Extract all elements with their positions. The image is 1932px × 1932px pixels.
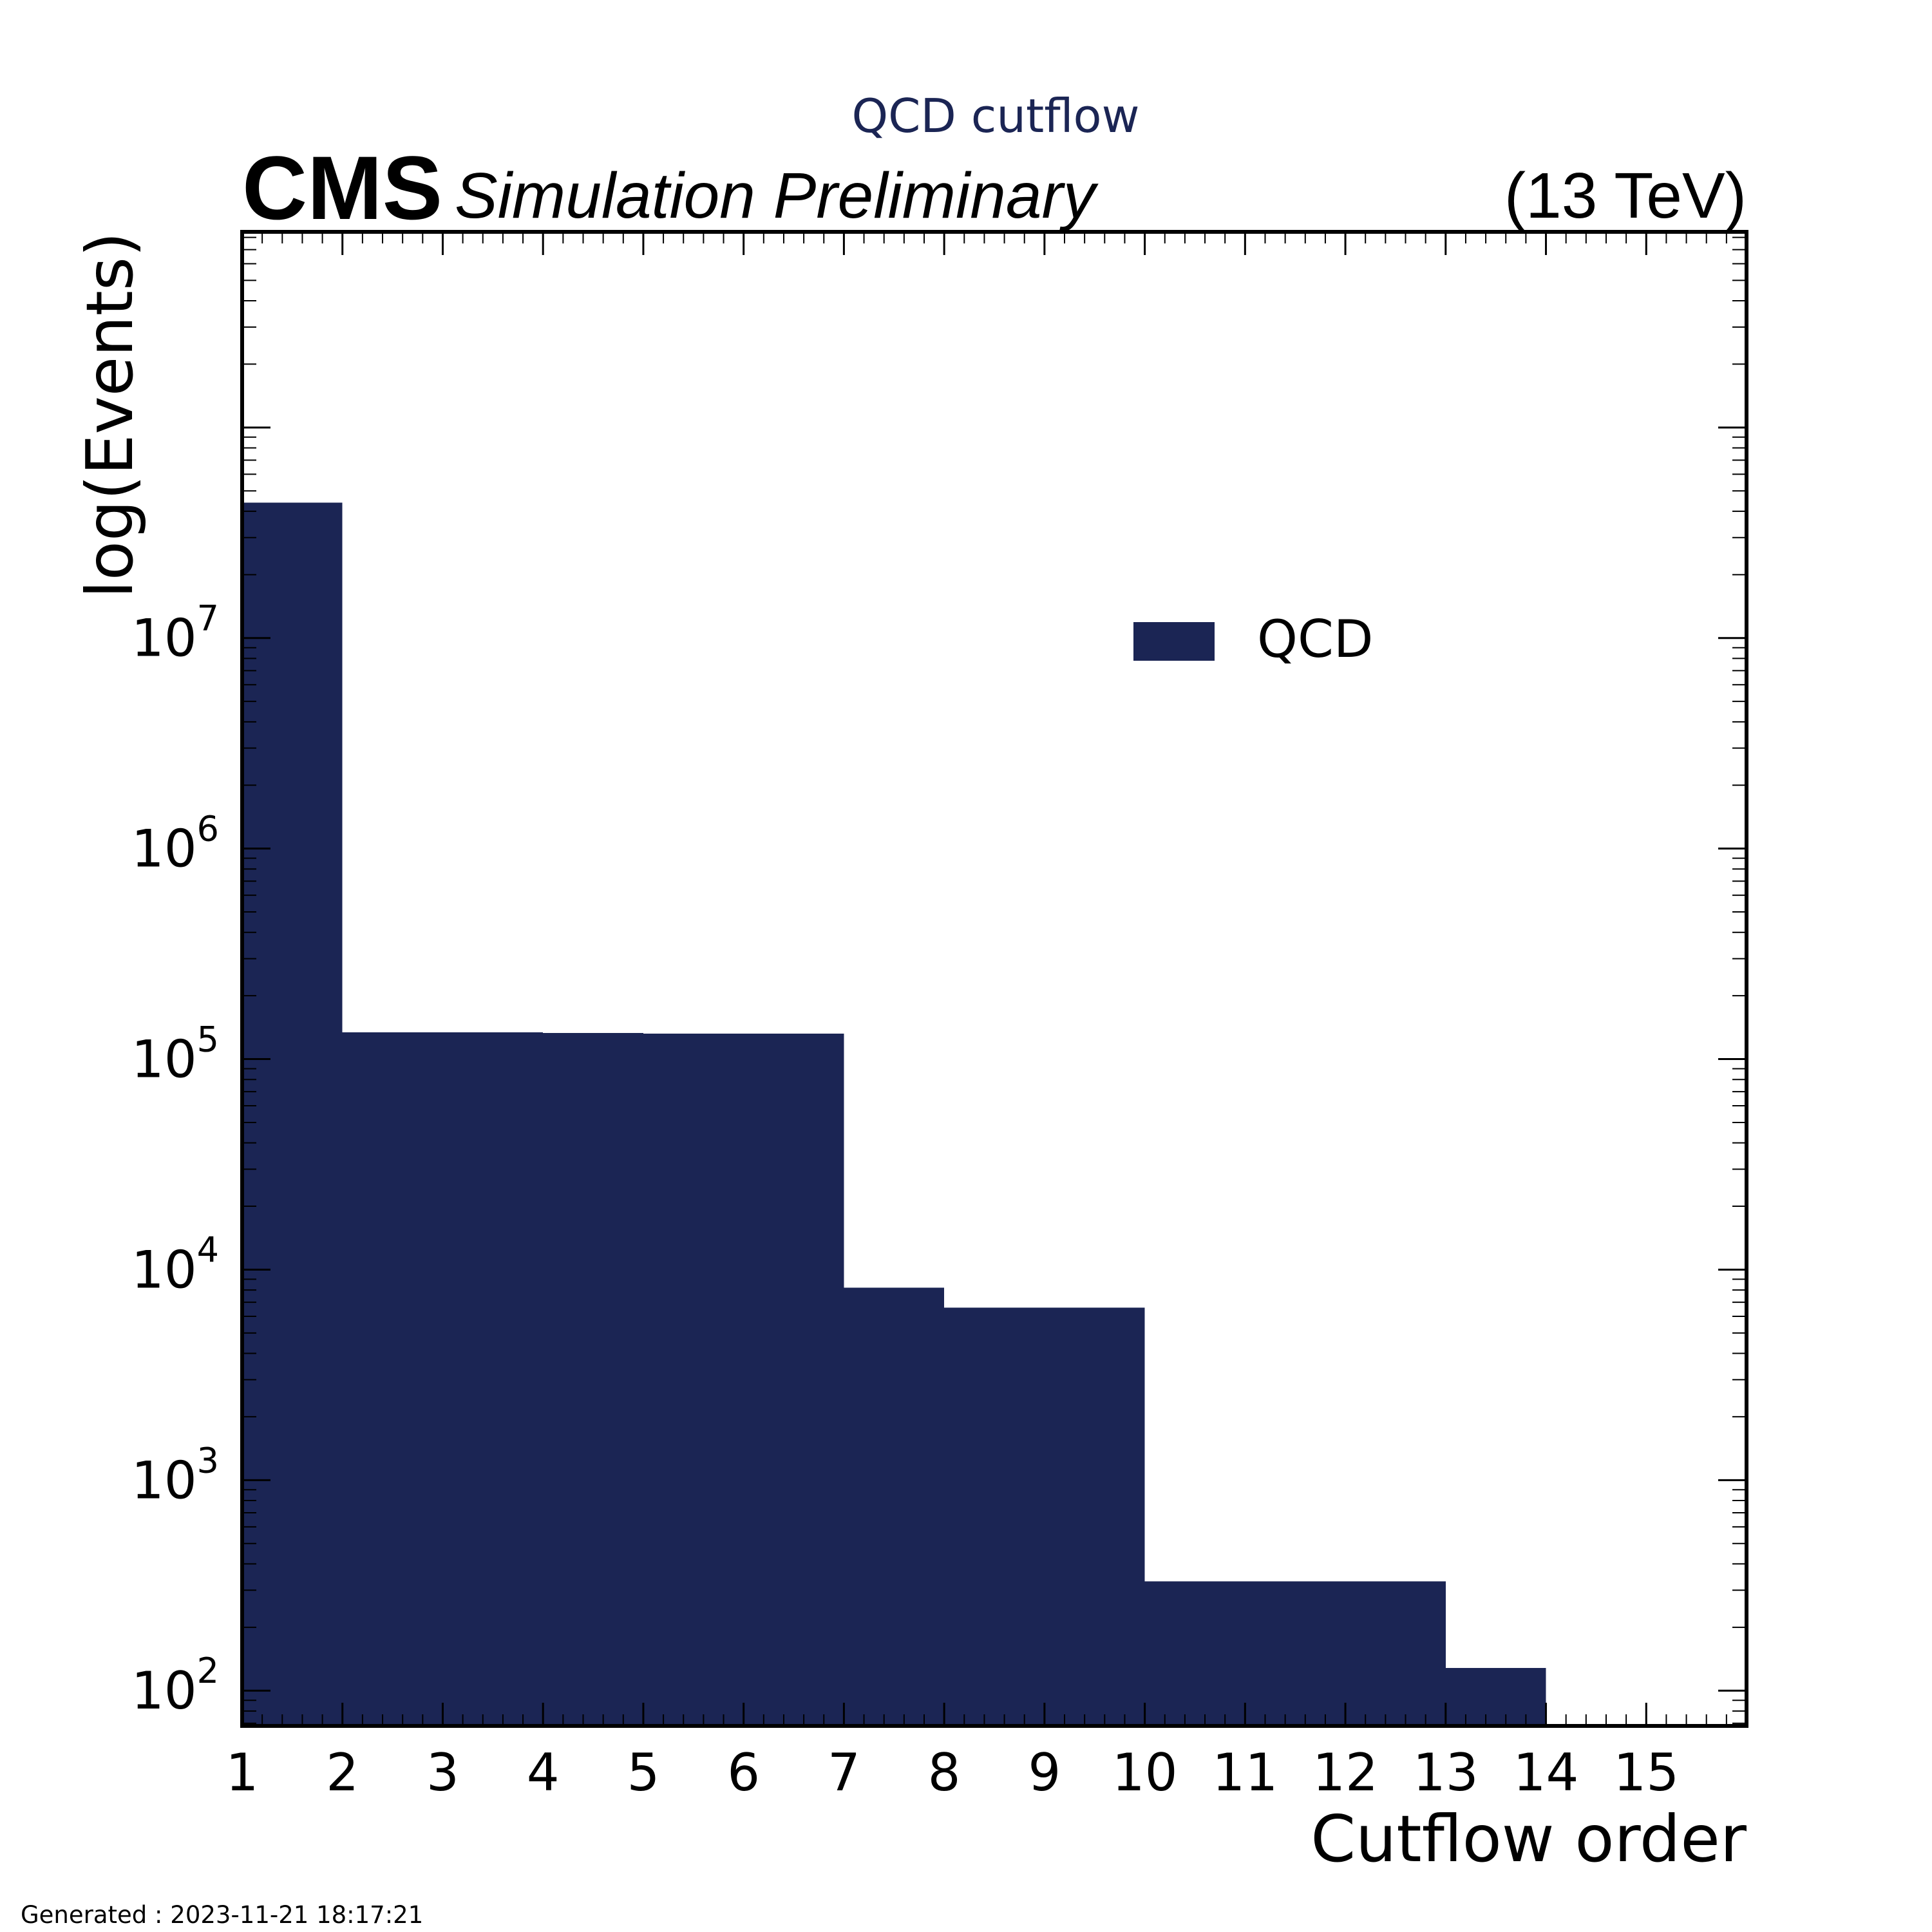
x-tick-label: 1 — [226, 1743, 259, 1803]
x-tick-label: 15 — [1613, 1743, 1679, 1803]
bar-bin-1 — [242, 502, 343, 1726]
bar-bin-13 — [1445, 1668, 1546, 1726]
generated-timestamp: Generated : 2023-11-21 18:17:21 — [21, 1901, 423, 1929]
y-tick-label: 107 — [131, 598, 219, 668]
x-tick-label: 13 — [1413, 1743, 1479, 1803]
bar-bin-6 — [743, 1034, 844, 1726]
bar-bin-8 — [944, 1307, 1045, 1726]
bar-bin-9 — [1044, 1307, 1145, 1726]
x-tick-label: 11 — [1212, 1743, 1278, 1803]
x-tick-label: 4 — [527, 1743, 560, 1803]
plot-frame — [240, 230, 1748, 1728]
simulation-label: Simulation Preliminary — [455, 160, 1099, 232]
x-tick-label: 6 — [727, 1743, 760, 1803]
legend-swatch-qcd — [1133, 622, 1215, 661]
bar-bin-7 — [844, 1287, 945, 1726]
x-tick-label: 8 — [928, 1743, 961, 1803]
bar-bin-10 — [1144, 1581, 1245, 1726]
x-tick-label: 7 — [828, 1743, 860, 1803]
x-tick-label: 10 — [1112, 1743, 1178, 1803]
bar-bin-4 — [543, 1033, 643, 1726]
y-tick-label: 106 — [131, 809, 219, 879]
bar-bin-3 — [442, 1032, 544, 1726]
cms-label: CMS — [242, 137, 442, 238]
x-tick-label: 2 — [326, 1743, 359, 1803]
bar-bin-2 — [342, 1032, 443, 1726]
y-tick-label: 105 — [131, 1019, 219, 1090]
histogram-bars — [242, 502, 1546, 1726]
legend-label-qcd: QCD — [1257, 609, 1373, 669]
bar-bin-5 — [643, 1034, 744, 1726]
legend: QCD — [1133, 609, 1373, 669]
x-tick-label: 14 — [1513, 1743, 1579, 1803]
bar-bin-11 — [1245, 1581, 1346, 1726]
x-axis-label: Cutflow order — [1311, 1801, 1747, 1877]
y-tick-label: 103 — [131, 1440, 219, 1510]
y-axis-label: log(Events) — [72, 232, 147, 598]
x-tick-label: 5 — [627, 1743, 659, 1803]
y-tick-label: 102 — [131, 1651, 219, 1721]
x-tick-label: 9 — [1028, 1743, 1061, 1803]
x-tick-label: 3 — [426, 1743, 459, 1803]
x-tick-label: 12 — [1312, 1743, 1378, 1803]
bar-bin-12 — [1345, 1581, 1446, 1726]
energy-label: (13 TeV) — [1504, 160, 1747, 232]
chart-title: QCD cutflow — [851, 89, 1139, 143]
y-tick-label: 104 — [131, 1229, 219, 1300]
